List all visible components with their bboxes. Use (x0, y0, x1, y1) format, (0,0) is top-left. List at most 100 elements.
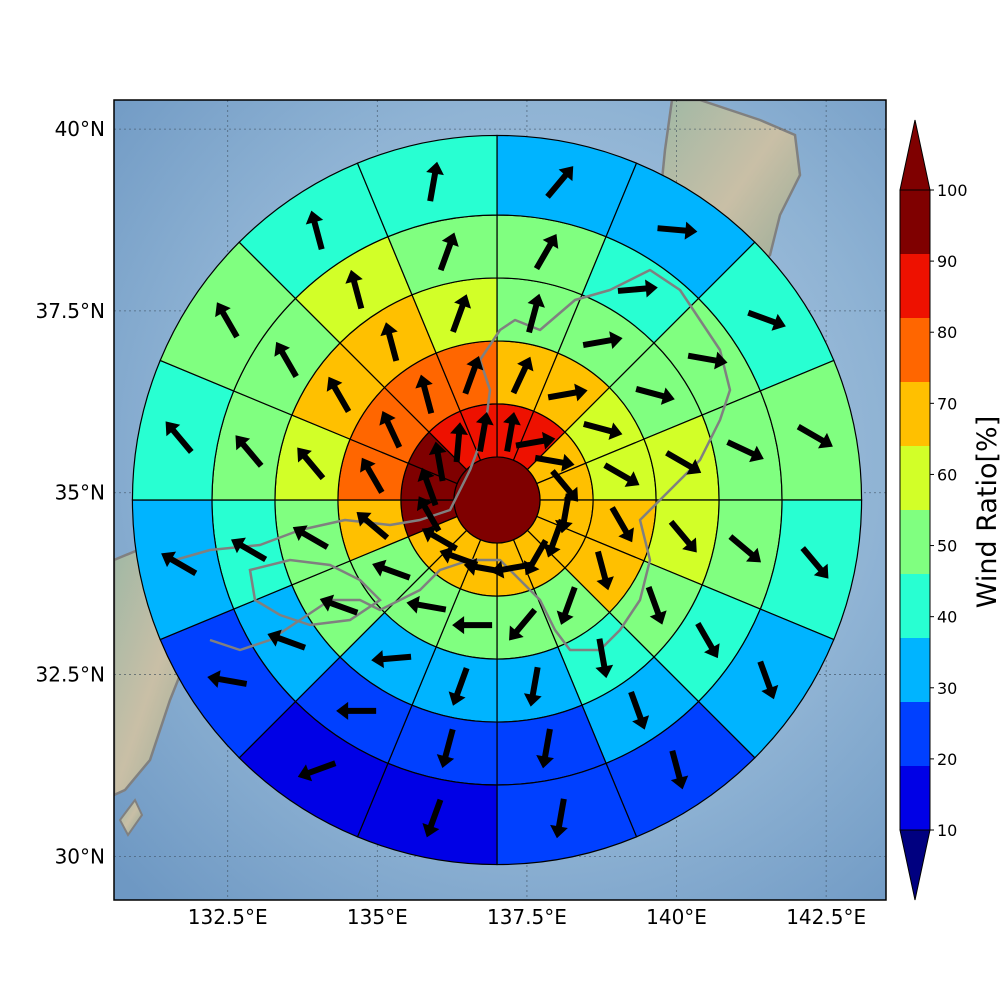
wind-arrow-shape (687, 351, 728, 370)
x-tick-label: 140°E (646, 905, 707, 929)
colorbar-segment (900, 638, 930, 702)
wind-arrow (319, 594, 359, 616)
sector-cell (356, 134, 498, 238)
wind-arrow (628, 690, 650, 730)
y-tick-label: 30°N (55, 844, 105, 868)
wind-arrow-shape (448, 667, 470, 706)
wind-arrow (235, 435, 264, 468)
wind-arrow (543, 518, 565, 558)
wind-arrow (462, 356, 484, 395)
wind-arrow (336, 701, 377, 720)
wind-arrow-shape (550, 469, 579, 502)
wind-arrow-shape (422, 798, 444, 838)
colorbar-tick-label: 80 (937, 323, 957, 342)
wind-arrow-shape (360, 457, 385, 494)
y-tick-label: 35°N (55, 481, 105, 505)
colorbar-segment (900, 702, 930, 766)
wind-arrow-shape (406, 595, 447, 614)
colorbar-segment (900, 190, 930, 254)
wind-arrow-shape (617, 279, 658, 298)
wind-arrow (509, 607, 538, 641)
x-tick-label: 132.5°E (188, 905, 268, 929)
colorbar-extend-low (899, 829, 931, 901)
wind-arrow (452, 616, 493, 635)
wind-arrow-shape (475, 412, 494, 452)
plot-frame (113, 99, 887, 901)
wind-arrow (747, 309, 786, 331)
wind-arrow (800, 546, 829, 579)
wind-arrow-shape (523, 666, 542, 707)
wind-arrow (372, 559, 411, 581)
wind-arrow-shape (417, 467, 439, 507)
wind-arrow-shape (583, 421, 623, 440)
colorbar-segment (900, 766, 930, 830)
wind-arrow (645, 586, 667, 625)
colorbar-tick-label: 20 (937, 750, 957, 769)
wind-arrow (305, 210, 325, 251)
y-tick-label: 32.5°N (36, 663, 106, 687)
wind-arrow-shape (509, 607, 538, 641)
wind-arrow (421, 526, 458, 552)
wind-arrow (292, 525, 329, 550)
wind-arrow (415, 374, 435, 414)
wind-arrow (503, 412, 521, 452)
wind-arrow (422, 798, 444, 838)
wind-arrow-shape (595, 638, 614, 679)
wind-arrow-shape (415, 374, 435, 414)
wind-arrow-shape (547, 383, 588, 402)
wind-arrow (728, 534, 762, 563)
wind-arrow-shape (510, 356, 534, 395)
wind-arrow (595, 638, 614, 679)
wind-arrow (687, 351, 728, 370)
wind-arrow-shape (726, 439, 764, 463)
coastline (174, 268, 732, 652)
wind-arrow (657, 221, 698, 240)
wind-arrow-shape (582, 331, 623, 350)
wind-arrow-shape (665, 450, 702, 475)
wind-arrow (665, 450, 702, 475)
colorbar-segment (900, 574, 930, 638)
ratio-sectors (131, 134, 863, 866)
coastline-path (174, 268, 732, 652)
wind-arrow (356, 512, 390, 541)
colorbar-segment (900, 446, 930, 510)
y-tick-label: 37.5°N (36, 299, 106, 323)
wind-arrow-shape (292, 525, 329, 550)
wind-arrow (726, 439, 764, 463)
wind-arrow (439, 546, 479, 568)
x-tick-label: 135°E (347, 905, 408, 929)
colorbar-tick-label: 50 (937, 537, 957, 556)
wind-arrow-shape (426, 161, 444, 202)
wind-arrow-shape (669, 749, 689, 790)
colorbar-ticks: 10 20 30 40 50 60 70 80 90 100 (930, 181, 968, 840)
wind-arrow (523, 666, 542, 707)
wind-arrow (536, 728, 554, 769)
wind-arrow (450, 422, 469, 463)
wind-arrow (436, 728, 456, 768)
wind-arrow (796, 424, 833, 449)
wind-arrow (428, 441, 447, 482)
wind-arrow (416, 496, 442, 533)
wind-arrow-shape (543, 518, 565, 558)
wind-arrow-shape (526, 293, 545, 334)
colorbar-segment (900, 254, 930, 318)
wind-arrow-shape (436, 728, 456, 768)
wind-arrow-shape (635, 386, 675, 405)
wind-arrow-shape (305, 210, 325, 251)
wind-arrow (617, 279, 658, 298)
wind-arrow (556, 586, 578, 625)
colorbar-frame (899, 189, 931, 831)
wind-arrow (215, 302, 240, 339)
wind-arrow (437, 232, 459, 272)
wind-arrow-shape (450, 422, 469, 463)
wind-arrow (550, 469, 579, 502)
wind-arrow (417, 467, 439, 507)
wind-arrow (695, 622, 720, 659)
wind-arrow-shape (452, 616, 493, 635)
wind-arrow-shape (215, 302, 240, 339)
wind-arrow (448, 667, 470, 706)
wind-arrow-shape (695, 622, 720, 659)
wind-arrow-shape (747, 309, 786, 331)
colorbar: 10 20 30 40 50 60 70 80 90 100 Wind Ratio[%] (899, 119, 1000, 901)
wind-arrow-shape (274, 341, 299, 378)
